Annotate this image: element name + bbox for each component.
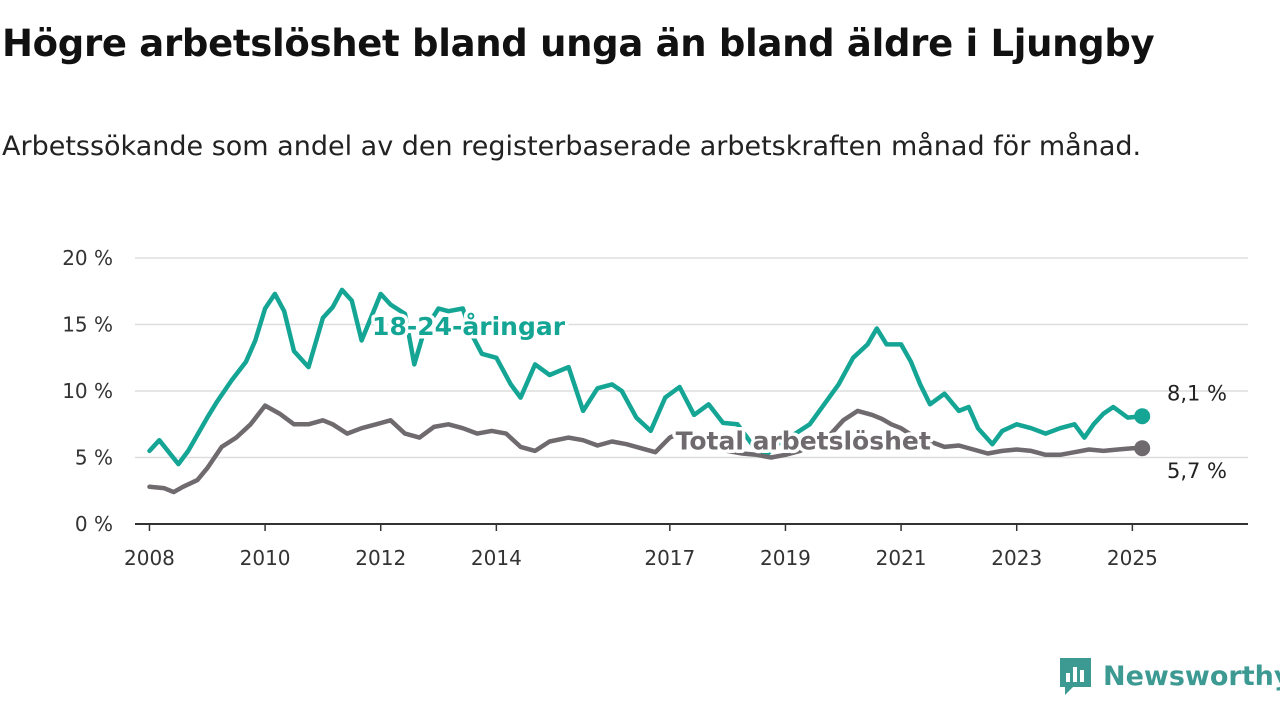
x-tick-label: 2017 (644, 546, 695, 570)
y-tick-label: 20 % (62, 246, 113, 270)
chart-title: Högre arbetslöshet bland unga än bland ä… (2, 22, 1155, 65)
x-tick-label: 2019 (760, 546, 811, 570)
logo-text: Newsworthy (1103, 660, 1280, 692)
series-label-youth: 18-24-åringar (372, 312, 566, 341)
x-tick-label: 2025 (1107, 546, 1158, 570)
grid-lines (135, 257, 1248, 459)
end-label-total: 5,7 % (1167, 459, 1227, 483)
y-tick-label: 0 % (75, 512, 113, 536)
x-tick-label: 2014 (471, 546, 522, 570)
series-end-point-1 (1134, 440, 1151, 457)
series-label-total: Total arbetslöshet (676, 427, 931, 456)
x-tick-label: 2008 (124, 546, 175, 570)
series-end-point-0 (1134, 408, 1151, 425)
newsworthy-logo: Newsworthy (1058, 655, 1280, 697)
series-line-1 (147, 403, 1145, 495)
axes: 0 % 5 % 10 % 15 % 20 % 2008 2010 2012 2014 2017 20… (62, 246, 1248, 570)
x-tick-label: 2010 (240, 546, 291, 570)
x-tick-label: 2021 (876, 546, 927, 570)
chart-subtitle: Arbetssökande som andel av den registerb… (2, 131, 1142, 162)
y-tick-label: 10 % (62, 379, 113, 403)
y-tick-label: 15 % (62, 313, 113, 337)
x-tick-label: 2012 (355, 546, 406, 570)
y-tick-label: 5 % (75, 446, 113, 470)
series-line-0 (147, 287, 1145, 467)
series-lines (147, 287, 1151, 495)
x-tick-label: 2023 (991, 546, 1042, 570)
series-labels: 18-24-åringar Total arbetslöshet 8,1 % 5,7 … (369, 309, 1227, 484)
end-label-youth: 8,1 % (1167, 381, 1227, 405)
newsworthy-logo-icon (1060, 658, 1091, 695)
